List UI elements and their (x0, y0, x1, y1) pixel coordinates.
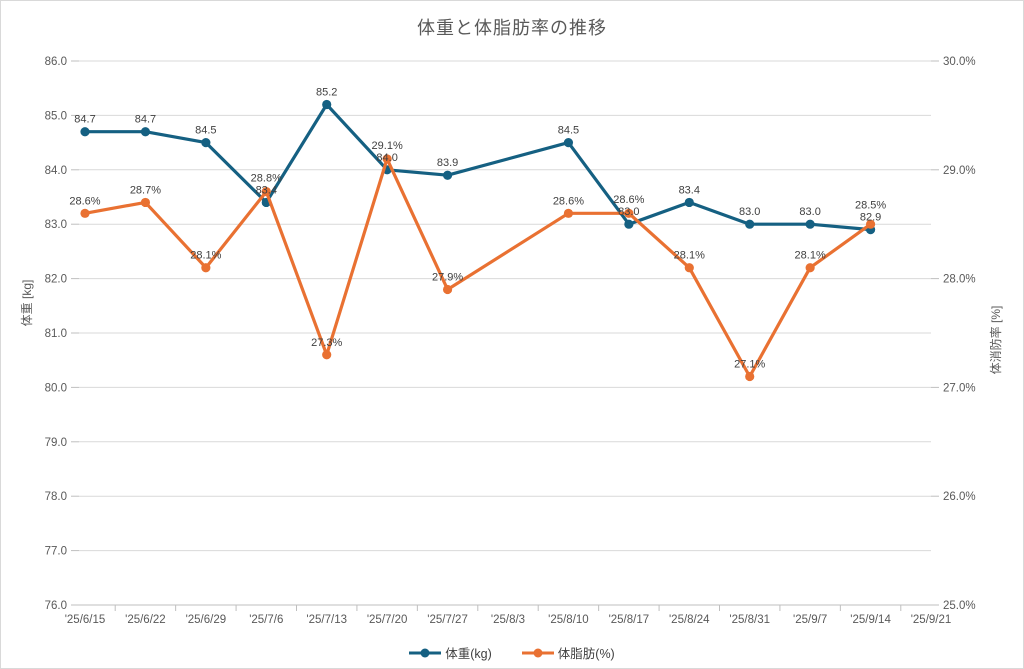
bodyfat-data-label: 28.8% (251, 172, 282, 184)
x-axis-category-label: '25/6/15 (65, 614, 106, 626)
bodyfat-marker[interactable] (140, 197, 151, 208)
bodyfat-marker[interactable] (261, 186, 271, 197)
bodyfat-legend-marker-icon (521, 648, 554, 657)
axis-tick-labels: 86.0 85.0 84.0 83.0 82.0 81.0 80.0 79.0 78.0 77.0… (45, 56, 976, 626)
bodyfat-marker[interactable] (745, 371, 755, 382)
bodyfat-data-label: 27.1% (734, 359, 765, 371)
left-axis-tick-label: 85.0 (45, 110, 67, 122)
weight-marker[interactable] (322, 99, 332, 110)
bodyfat-marker[interactable] (382, 154, 392, 164)
legend-label-bodyfat: 体脂肪(%) (557, 647, 615, 661)
weight-marker[interactable] (684, 197, 694, 208)
x-axis-category-label: '25/9/7 (793, 614, 827, 626)
left-axis-tick-label: 76.0 (45, 600, 67, 612)
weight-data-label: 84.0 (376, 152, 397, 164)
weight-data-label: 84.5 (195, 125, 216, 137)
left-axis-tick-label: 80.0 (45, 382, 67, 394)
weight-legend-marker-icon (409, 648, 442, 657)
bodyfat-data-label: 28.1% (795, 250, 826, 262)
left-axis-tick-label: 77.0 (45, 546, 67, 558)
left-axis-tick-label: 79.0 (45, 437, 67, 449)
bodyfat-data-label: 28.6% (69, 195, 100, 207)
chart-title: 体重と体脂肪率の推移 (417, 18, 607, 38)
bodyfat-data-label: 28.6% (613, 194, 644, 206)
right-axis-title: 体消防率 [%] (988, 306, 1003, 375)
left-axis-tick-label: 84.0 (45, 165, 67, 177)
bodyfat-marker[interactable] (684, 263, 694, 273)
x-axis-category-label: '25/6/22 (125, 614, 166, 626)
x-axis-category-label: '25/8/10 (548, 614, 589, 626)
weight-data-label: 83.0 (739, 206, 760, 218)
x-axis-category-label: '25/7/20 (367, 614, 408, 626)
weight-marker[interactable] (140, 127, 151, 137)
bodyfat-marker[interactable] (563, 208, 574, 218)
x-axis-category-label: '25/7/13 (306, 614, 347, 626)
legend-item-weight[interactable]: 体重(kg) (409, 643, 492, 662)
series-weight[interactable] (80, 99, 876, 235)
bodyfat-marker[interactable] (201, 263, 211, 273)
bodyfat-marker[interactable] (80, 208, 90, 218)
right-axis-tick-label: 25.0% (943, 600, 976, 612)
left-axis-tick-label: 78.0 (45, 491, 67, 503)
legend-label-weight: 体重(kg) (445, 647, 492, 661)
bodyfat-data-label: 28.7% (130, 184, 161, 196)
weight-marker[interactable] (80, 127, 90, 137)
right-axis-tick-label: 27.0% (943, 382, 976, 394)
bodyfat-data-label: 28.6% (553, 195, 584, 207)
weight-marker[interactable] (745, 219, 755, 229)
bodyfat-marker[interactable] (442, 284, 453, 295)
axis-ticks (71, 60, 939, 611)
weight-data-label: 84.5 (558, 125, 579, 137)
bodyfat-data-label: 28.1% (674, 250, 705, 262)
right-axis-tick-label: 28.0% (943, 274, 976, 286)
data-labels: 84.728.6%84.728.7%84.528.1%83.428.8%85.2… (69, 87, 886, 371)
bodyfat-data-label: 27.3% (311, 337, 342, 349)
left-axis-tick-label: 86.0 (45, 56, 67, 68)
x-axis-category-label: '25/9/21 (911, 614, 952, 626)
plot-render-root: 86.0 85.0 84.0 83.0 82.0 81.0 80.0 79.0 78.0 77.0… (45, 56, 976, 626)
left-axis-tick-label: 82.0 (45, 274, 67, 286)
right-axis-tick-label: 26.0% (943, 491, 976, 503)
weight-data-label: 83.4 (679, 184, 700, 196)
x-axis-category-label: '25/7/6 (249, 614, 283, 626)
right-axis-tick-label: 30.0% (943, 56, 976, 68)
bodyfat-data-label: 27.9% (432, 271, 463, 283)
weight-marker[interactable] (624, 219, 634, 229)
bodyfat-marker[interactable] (805, 263, 815, 273)
x-axis-category-label: '25/8/31 (729, 614, 770, 626)
left-axis-tick-label: 81.0 (45, 328, 67, 340)
left-axis-title: 体重 [kg] (20, 280, 34, 327)
left-axis-tick-label: 83.0 (45, 219, 67, 231)
weight-data-label: 83.4 (256, 184, 277, 196)
weight-data-label: 83.9 (437, 157, 458, 169)
legend-item-bodyfat[interactable]: 体脂肪(%) (521, 643, 615, 662)
bodyfat-data-label: 28.1% (190, 250, 221, 262)
right-axis-tick-label: 29.0% (943, 165, 976, 177)
weight-data-label: 82.9 (860, 212, 881, 224)
x-axis-category-label: '25/7/27 (427, 614, 468, 626)
weight-data-label: 84.7 (74, 114, 95, 126)
bodyfat-data-label: 29.1% (372, 140, 403, 152)
weight-data-label: 83.0 (618, 206, 639, 218)
weight-data-label: 85.2 (316, 87, 337, 99)
bodyfat-marker[interactable] (624, 208, 634, 218)
weight-marker[interactable] (201, 138, 211, 148)
x-axis-category-label: '25/8/17 (609, 614, 650, 626)
series-bodyfat[interactable] (80, 154, 876, 382)
weight-marker[interactable] (442, 170, 453, 180)
weight-data-label: 84.7 (135, 114, 156, 126)
weight-marker[interactable] (805, 219, 815, 229)
x-axis-category-label: '25/6/29 (186, 614, 227, 626)
bodyfat-marker[interactable] (322, 350, 332, 360)
weight-marker[interactable] (563, 138, 574, 148)
x-axis-category-label: '25/9/14 (850, 614, 891, 626)
bodyfat-data-label: 28.5% (855, 200, 886, 212)
legend: 体重(kg) 体脂肪(%) (1, 643, 1023, 662)
x-axis-category-label: '25/8/24 (669, 614, 710, 626)
weight-data-label: 83.0 (799, 206, 820, 218)
bodyfat-marker[interactable] (865, 219, 876, 229)
x-axis-category-label: '25/8/3 (491, 614, 525, 626)
